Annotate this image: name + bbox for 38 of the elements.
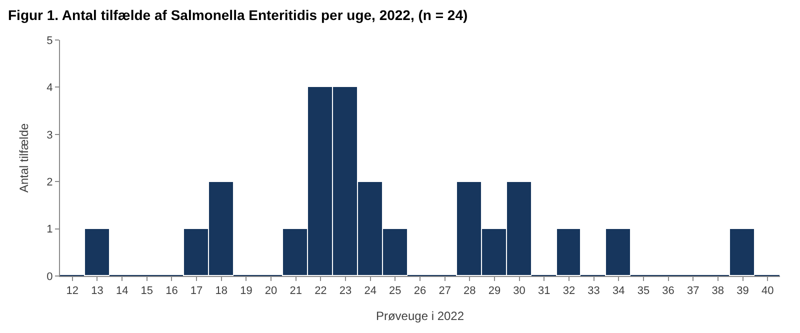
chart-title: Figur 1. Antal tilfælde af Salmonella Enteritidis per uge, 2022, (n = 24) [8, 6, 468, 23]
y-axis-title: Antal tilfælde [16, 122, 31, 193]
x-tick-label: 30 [513, 285, 526, 298]
x-tick-label: 16 [166, 285, 178, 298]
x-tick-label: 29 [488, 285, 501, 298]
x-tick-label: 12 [66, 285, 79, 298]
x-axis-title: Prøveuge i 2022 [376, 309, 464, 324]
y-tick-label: 3 [46, 129, 53, 142]
x-tick-label: 15 [140, 285, 154, 298]
y-tick-label: 5 [46, 34, 53, 47]
y-tick-label: 4 [46, 82, 53, 94]
x-tick-label: 37 [686, 285, 700, 298]
x-tick-label: 19 [240, 285, 252, 298]
x-tick-label: 39 [736, 285, 749, 298]
x-tick-label: 33 [588, 285, 600, 298]
x-tick-label: 14 [116, 285, 128, 298]
x-tick-label: 35 [637, 285, 650, 298]
x-tick-label: 26 [414, 285, 426, 298]
x-tick-label: 25 [389, 285, 402, 298]
x-tick-label: 13 [91, 285, 104, 298]
y-tick-label: 1 [46, 224, 53, 236]
y-tick-label: 0 [46, 270, 53, 283]
x-tick-label: 17 [190, 285, 203, 298]
x-tick-label: 21 [290, 285, 302, 298]
x-tick-label: 28 [464, 285, 476, 298]
x-tick-label: 38 [712, 285, 724, 298]
x-tick-label: 32 [562, 285, 576, 298]
x-tick-label: 20 [264, 285, 278, 298]
x-tick-label: 36 [662, 285, 674, 298]
y-tick-label: 2 [46, 176, 53, 188]
x-tick-label: 24 [364, 285, 376, 298]
x-tick-label: 27 [438, 285, 451, 298]
x-tick-label: 34 [612, 285, 625, 298]
x-tick-label: 31 [538, 285, 550, 298]
x-tick-label: 22 [314, 285, 327, 298]
x-tick-label: 40 [761, 285, 774, 298]
x-tick-label: 23 [339, 285, 352, 298]
x-tick-label: 18 [215, 285, 228, 298]
